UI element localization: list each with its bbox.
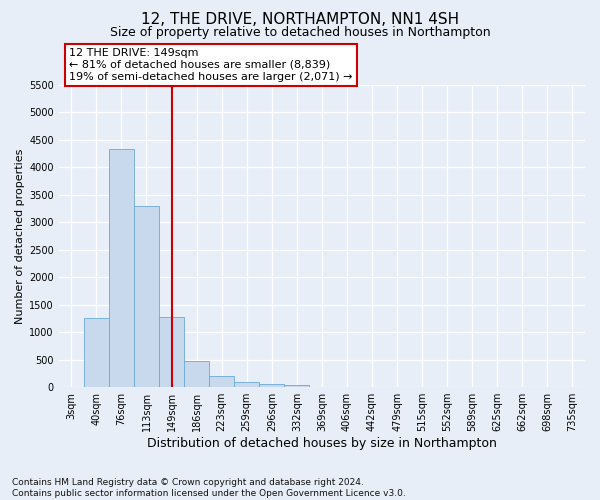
Text: Size of property relative to detached houses in Northampton: Size of property relative to detached ho… xyxy=(110,26,490,39)
Bar xyxy=(209,376,234,387)
Y-axis label: Number of detached properties: Number of detached properties xyxy=(15,148,25,324)
Bar xyxy=(84,318,109,387)
Bar xyxy=(284,384,310,387)
Bar xyxy=(259,384,284,387)
Bar xyxy=(134,206,159,387)
X-axis label: Distribution of detached houses by size in Northampton: Distribution of detached houses by size … xyxy=(147,437,497,450)
Bar xyxy=(109,150,134,387)
Bar xyxy=(159,316,184,387)
Text: 12 THE DRIVE: 149sqm
← 81% of detached houses are smaller (8,839)
19% of semi-de: 12 THE DRIVE: 149sqm ← 81% of detached h… xyxy=(70,48,353,82)
Text: Contains HM Land Registry data © Crown copyright and database right 2024.
Contai: Contains HM Land Registry data © Crown c… xyxy=(12,478,406,498)
Bar xyxy=(184,360,209,387)
Bar xyxy=(234,382,259,387)
Text: 12, THE DRIVE, NORTHAMPTON, NN1 4SH: 12, THE DRIVE, NORTHAMPTON, NN1 4SH xyxy=(141,12,459,28)
